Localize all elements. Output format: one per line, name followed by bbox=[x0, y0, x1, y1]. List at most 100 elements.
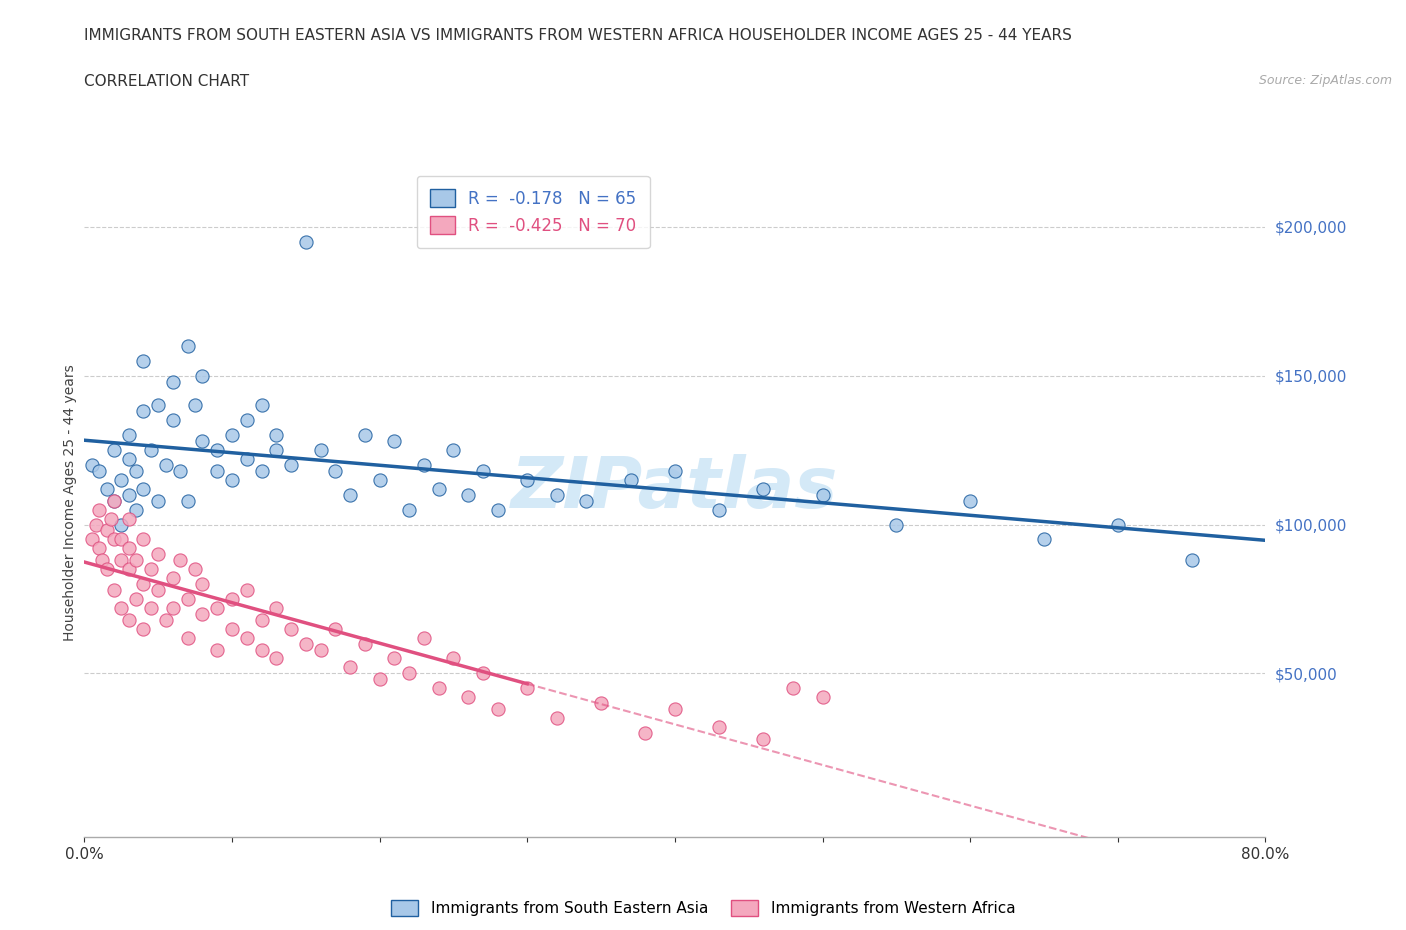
Point bbox=[110, 472, 132, 487]
Point bbox=[169, 463, 191, 478]
Legend: R =  -0.178   N = 65, R =  -0.425   N = 70: R = -0.178 N = 65, R = -0.425 N = 70 bbox=[416, 176, 650, 248]
Point bbox=[118, 541, 141, 556]
Point bbox=[148, 398, 170, 413]
Point bbox=[441, 651, 464, 666]
Point bbox=[162, 601, 184, 616]
Point bbox=[110, 532, 132, 547]
Point bbox=[811, 487, 834, 502]
Point bbox=[96, 562, 118, 577]
Point bbox=[132, 404, 155, 418]
Point bbox=[125, 552, 148, 567]
Point bbox=[709, 720, 731, 735]
Point bbox=[457, 487, 479, 502]
Text: ZIPatlas: ZIPatlas bbox=[512, 455, 838, 524]
Point bbox=[619, 472, 641, 487]
Point bbox=[177, 493, 200, 508]
Point bbox=[441, 443, 464, 458]
Point bbox=[96, 482, 118, 497]
Point bbox=[103, 582, 125, 597]
Point bbox=[132, 482, 155, 497]
Point bbox=[664, 463, 686, 478]
Point bbox=[191, 606, 214, 621]
Legend: Immigrants from South Eastern Asia, Immigrants from Western Africa: Immigrants from South Eastern Asia, Immi… bbox=[385, 894, 1021, 923]
Point bbox=[250, 612, 273, 627]
Text: IMMIGRANTS FROM SOUTH EASTERN ASIA VS IMMIGRANTS FROM WESTERN AFRICA HOUSEHOLDER: IMMIGRANTS FROM SOUTH EASTERN ASIA VS IM… bbox=[84, 28, 1073, 43]
Point bbox=[110, 517, 132, 532]
Point bbox=[886, 517, 908, 532]
Point bbox=[132, 621, 155, 636]
Point bbox=[295, 636, 318, 651]
Point bbox=[132, 532, 155, 547]
Point bbox=[89, 502, 111, 517]
Point bbox=[354, 428, 377, 443]
Point bbox=[155, 458, 177, 472]
Point bbox=[125, 463, 148, 478]
Point bbox=[323, 621, 347, 636]
Point bbox=[221, 591, 243, 606]
Point bbox=[184, 562, 207, 577]
Point bbox=[118, 487, 141, 502]
Point bbox=[280, 621, 302, 636]
Point bbox=[457, 690, 479, 705]
Point bbox=[84, 517, 107, 532]
Text: Source: ZipAtlas.com: Source: ZipAtlas.com bbox=[1258, 74, 1392, 87]
Point bbox=[139, 601, 162, 616]
Point bbox=[427, 482, 450, 497]
Point bbox=[368, 671, 391, 686]
Point bbox=[591, 696, 613, 711]
Point bbox=[132, 577, 155, 591]
Point bbox=[382, 433, 406, 448]
Point bbox=[148, 547, 170, 562]
Point bbox=[811, 690, 834, 705]
Point bbox=[264, 428, 288, 443]
Point bbox=[80, 532, 103, 547]
Point bbox=[472, 463, 495, 478]
Point bbox=[1181, 552, 1204, 567]
Point bbox=[118, 428, 141, 443]
Point bbox=[80, 458, 103, 472]
Point bbox=[118, 612, 141, 627]
Point bbox=[169, 552, 191, 567]
Point bbox=[221, 621, 243, 636]
Point bbox=[236, 413, 259, 428]
Point bbox=[236, 452, 259, 467]
Point bbox=[184, 398, 207, 413]
Point bbox=[103, 493, 125, 508]
Point bbox=[368, 472, 391, 487]
Point bbox=[205, 601, 228, 616]
Point bbox=[110, 552, 132, 567]
Point bbox=[89, 541, 111, 556]
Point bbox=[191, 577, 214, 591]
Point bbox=[354, 636, 377, 651]
Point bbox=[118, 512, 141, 526]
Point bbox=[139, 562, 162, 577]
Point bbox=[221, 472, 243, 487]
Point bbox=[236, 631, 259, 645]
Point bbox=[148, 582, 170, 597]
Point bbox=[177, 591, 200, 606]
Point bbox=[398, 502, 420, 517]
Point bbox=[191, 433, 214, 448]
Point bbox=[309, 443, 332, 458]
Point bbox=[959, 493, 981, 508]
Point bbox=[752, 731, 775, 746]
Point bbox=[96, 523, 118, 538]
Point bbox=[132, 353, 155, 368]
Point bbox=[472, 666, 495, 681]
Point bbox=[177, 339, 200, 353]
Point bbox=[264, 443, 288, 458]
Point bbox=[664, 701, 686, 716]
Point bbox=[250, 463, 273, 478]
Point bbox=[1032, 532, 1054, 547]
Point bbox=[398, 666, 420, 681]
Point bbox=[118, 452, 141, 467]
Point bbox=[118, 562, 141, 577]
Point bbox=[103, 493, 125, 508]
Point bbox=[236, 582, 259, 597]
Point bbox=[103, 443, 125, 458]
Point bbox=[125, 502, 148, 517]
Point bbox=[295, 234, 318, 249]
Point bbox=[413, 458, 436, 472]
Point bbox=[634, 725, 657, 740]
Point bbox=[339, 660, 361, 675]
